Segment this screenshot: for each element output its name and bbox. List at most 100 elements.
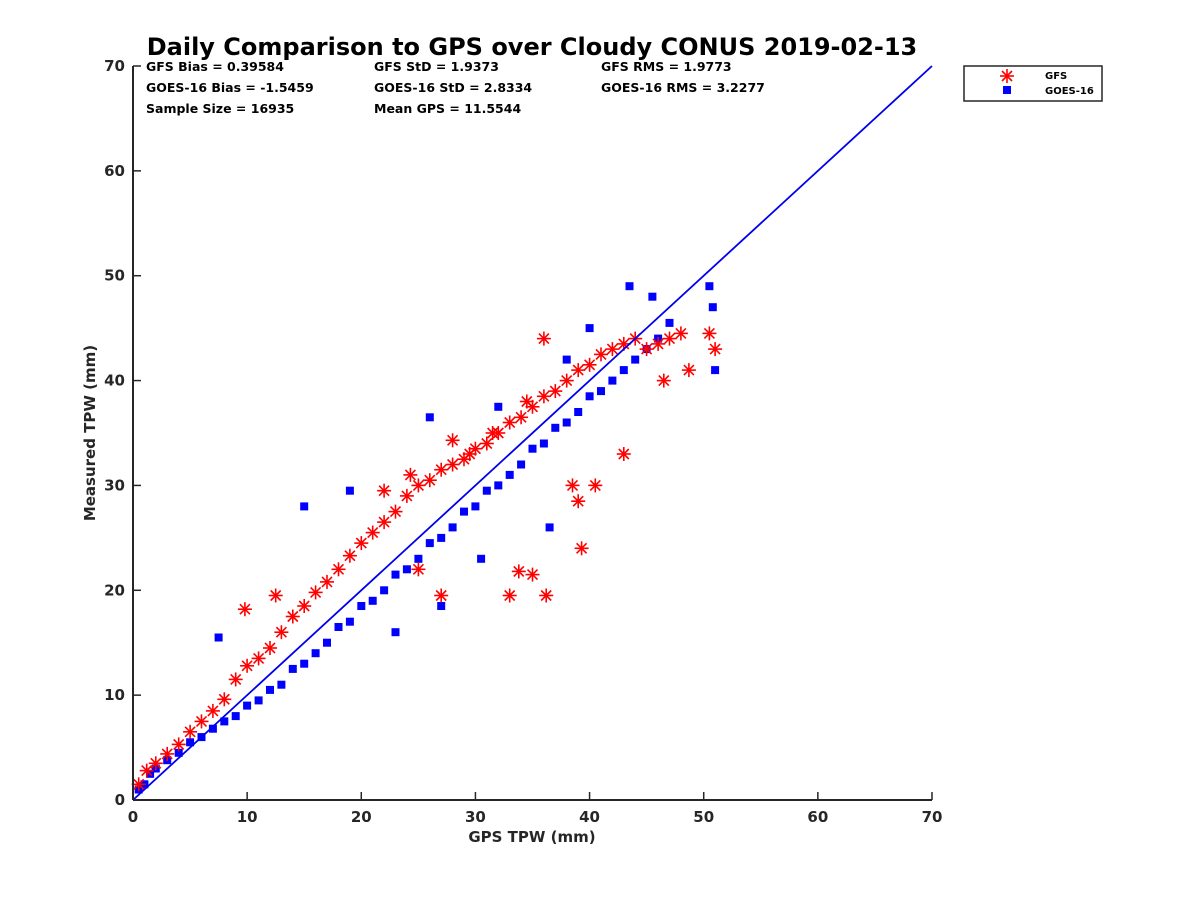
gfs-point — [251, 651, 266, 666]
gfs-point — [565, 478, 580, 493]
gfs-point — [445, 433, 460, 448]
gfs-point — [605, 342, 620, 357]
goes16-point — [619, 366, 628, 375]
goes16-point — [220, 717, 229, 726]
gfs-point — [514, 410, 529, 425]
gfs-point — [331, 562, 346, 577]
sample-size-stat: Sample Size = 16935 — [146, 101, 294, 116]
goes16-point — [334, 623, 343, 631]
gfs-point — [377, 515, 392, 530]
gfs-point — [342, 548, 357, 563]
goes16-point — [528, 444, 537, 453]
x-tick-label: 50 — [693, 808, 714, 826]
gfs-point — [702, 326, 717, 341]
goes16-point — [368, 596, 377, 605]
gfs-point — [139, 763, 154, 778]
goes16-point — [311, 649, 320, 658]
gfs-point — [656, 373, 671, 388]
gfs-point — [582, 357, 597, 372]
gfs-point — [240, 658, 255, 673]
goes16-point — [625, 282, 634, 291]
goes16-point — [214, 633, 223, 642]
gfs-point — [285, 609, 300, 624]
y-tick-label: 20 — [104, 581, 125, 599]
y-axis-label: Measured TPW (mm) — [81, 345, 99, 521]
gfs-point — [479, 436, 494, 451]
gfs-point — [502, 588, 517, 603]
gfs-point — [377, 483, 392, 498]
goes16-point — [288, 664, 297, 673]
gfs-point — [571, 494, 586, 509]
gfs-point — [388, 504, 403, 519]
gfs-point — [445, 457, 460, 472]
gfs-point — [228, 672, 243, 687]
x-tick-label: 20 — [351, 808, 372, 826]
goes16-point — [425, 539, 434, 548]
x-ticks: 0 10 20 30 40 50 60 70 — [128, 792, 942, 826]
goes16-point — [300, 502, 309, 511]
goes16-point — [585, 392, 594, 401]
gfs-point — [485, 426, 500, 440]
goes16-point — [208, 724, 217, 733]
goes16-point — [300, 659, 309, 668]
gfs-point — [194, 714, 209, 729]
y-ticks: 0 10 20 30 40 50 60 70 — [104, 57, 141, 809]
goes16-point — [345, 617, 354, 626]
gfs-point — [539, 588, 554, 603]
y-tick-label: 50 — [104, 267, 125, 285]
gfs-point — [681, 363, 696, 378]
goes16-point — [460, 507, 468, 516]
gfs-point — [411, 562, 426, 577]
gfs-point — [536, 389, 551, 404]
gfs-point — [559, 373, 574, 388]
legend-gfs-marker — [1000, 69, 1014, 83]
goes16-point — [574, 408, 583, 416]
goes16-rms-stat: GOES-16 RMS = 3.2277 — [601, 80, 765, 95]
gfs-point — [616, 447, 631, 461]
gfs-point — [320, 574, 334, 589]
goes16-point — [414, 554, 423, 563]
goes16-point — [477, 554, 486, 563]
legend-box — [963, 65, 1103, 102]
goes16-point — [562, 355, 571, 364]
gfs-point — [274, 625, 289, 640]
gfs-point — [511, 564, 526, 579]
y-tick-label: 30 — [104, 476, 125, 494]
goes16-point — [482, 486, 491, 495]
gfs-point — [571, 363, 586, 378]
goes16-bias-stat: GOES-16 Bias = -1.5459 — [146, 80, 314, 95]
goes16-point — [551, 423, 560, 432]
goes16-point — [585, 324, 594, 333]
plot-marks — [131, 65, 933, 801]
gfs-point — [502, 415, 517, 430]
gfs-point — [536, 331, 551, 346]
gfs-point — [651, 336, 666, 351]
gfs-point — [160, 746, 175, 761]
gfs-point — [399, 488, 414, 503]
gfs-point — [662, 331, 677, 346]
axes — [132, 66, 932, 801]
goes16-point — [708, 303, 717, 312]
gfs-point — [263, 641, 277, 655]
gfs-point — [519, 394, 534, 409]
goes16-point — [243, 701, 252, 710]
gfs-point — [639, 342, 654, 357]
goes16-point — [437, 533, 446, 542]
goes16-point — [711, 366, 720, 375]
legend: GFS GOES-16 — [963, 65, 1103, 102]
goes16-point — [345, 486, 354, 495]
gfs-point — [434, 588, 449, 603]
goes16-point — [471, 502, 480, 511]
gfs-point — [297, 599, 312, 613]
gfs-point — [574, 541, 589, 556]
y-tick-label: 10 — [104, 686, 125, 704]
one-to-one-line — [132, 65, 933, 801]
y-tick-label: 70 — [104, 57, 125, 75]
goes16-point — [665, 318, 674, 327]
goes16-point — [631, 355, 640, 364]
y-tick-label: 60 — [104, 162, 125, 180]
goes16-point — [494, 402, 503, 411]
gfs-point — [237, 602, 252, 617]
gfs-point — [673, 326, 688, 341]
gfs-point — [365, 525, 380, 540]
